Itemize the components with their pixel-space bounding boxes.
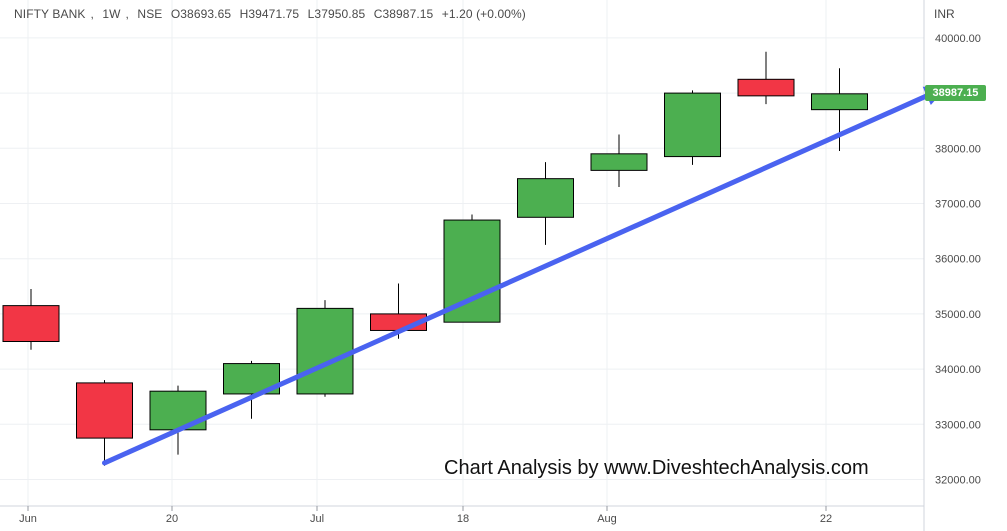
symbol-name[interactable]: NIFTY BANK: [14, 7, 86, 21]
candle-body: [590, 153, 648, 171]
candle-down: [737, 51, 795, 105]
candle-up: [664, 90, 721, 165]
separator: ,: [90, 7, 94, 21]
watermark-text: Chart Analysis by www.DiveshtechAnalysis…: [444, 457, 869, 479]
high-value: H39471.75: [239, 7, 300, 21]
candle-body: [76, 382, 133, 439]
price-tick-label: 36000.00: [935, 254, 981, 266]
time-tick-label: Aug: [597, 513, 617, 525]
price-tick-label: 37000.00: [935, 199, 981, 211]
candle-up: [590, 134, 648, 187]
candle-up: [296, 300, 354, 397]
price-tick-label: 38000.00: [935, 143, 981, 155]
price-tick-label: 35000.00: [935, 309, 981, 321]
candle-body: [811, 93, 868, 111]
candle-down: [2, 289, 60, 350]
currency-label[interactable]: INR: [934, 7, 955, 21]
time-tick-label: 22: [820, 513, 832, 525]
candle-body: [517, 178, 574, 218]
open-value: O38693.65: [170, 7, 232, 21]
time-tick-label: Jun: [19, 513, 37, 525]
change-value: +1.20 (+0.00%): [441, 7, 526, 21]
low-value: L37950.85: [307, 7, 366, 21]
price-tick-label: 40000.00: [935, 33, 981, 45]
price-tick-label: 33000.00: [935, 419, 981, 431]
time-axis: Jun 20 Jul 18 Aug 22: [19, 506, 832, 525]
exchange: NSE: [137, 7, 163, 21]
candle-body: [296, 307, 354, 395]
separator: ,: [125, 7, 129, 21]
time-tick-label: 20: [166, 513, 178, 525]
interval[interactable]: 1W: [102, 7, 121, 21]
close-value: C38987.15: [373, 7, 434, 21]
last-price-badge: 38987.15: [925, 85, 986, 101]
candle-up: [811, 68, 868, 152]
candle-body: [664, 92, 721, 158]
symbol-header: NIFTY BANK, 1W, NSE O38693.65 H39471.75 …: [14, 7, 531, 21]
time-tick-label: 18: [457, 513, 469, 525]
candles: [2, 51, 868, 466]
price-tick-label: 32000.00: [935, 475, 981, 487]
candle-down: [76, 380, 133, 466]
price-tick-label: 34000.00: [935, 364, 981, 376]
candle-body: [737, 78, 795, 97]
candle-body: [2, 305, 60, 342]
candle-up: [517, 162, 574, 245]
time-tick-label: Jul: [310, 513, 324, 525]
trendline: [102, 86, 947, 466]
trendline-shaft: [102, 90, 937, 466]
